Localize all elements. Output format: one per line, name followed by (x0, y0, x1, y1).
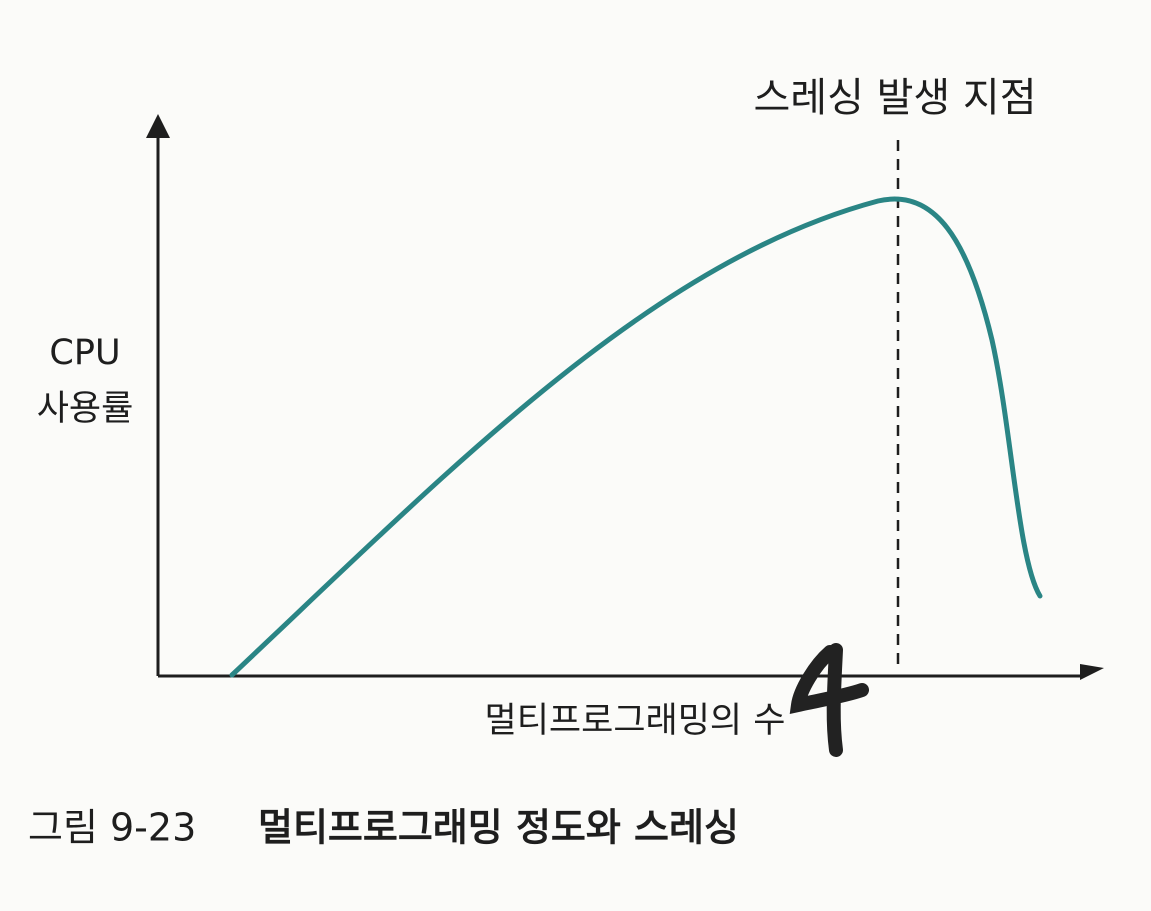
y-axis-label: CPU (49, 333, 120, 373)
y-axis-label: 사용률 (37, 389, 134, 429)
x-axis-label: 멀티프로그래밍의 수 (485, 701, 786, 741)
cpu-curve (229, 196, 1043, 678)
handwritten-mark (789, 643, 869, 757)
caption-title: 멀티프로그래밍 정도와 스레싱 (258, 806, 739, 850)
annotation: 스레싱 발생 지점 (753, 75, 1036, 121)
y-axis-arrow (146, 114, 170, 138)
x-axis-arrow (1080, 664, 1104, 680)
caption-number: 그림 9-23 (28, 806, 196, 850)
